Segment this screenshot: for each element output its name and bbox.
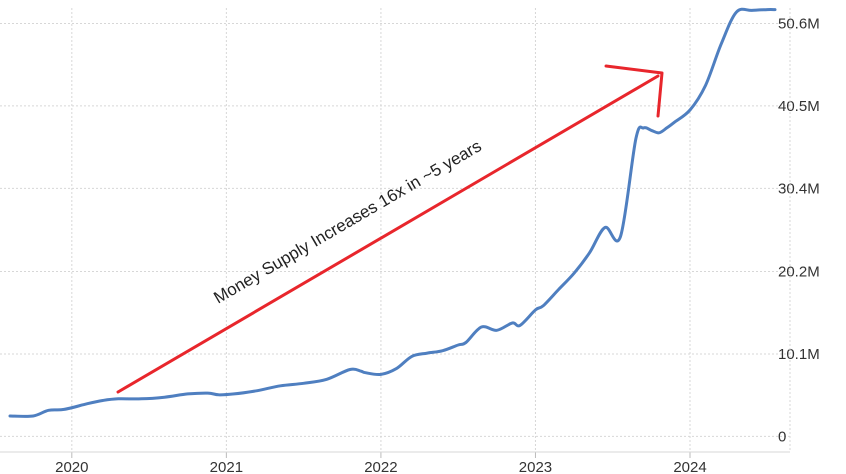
annotation-arrowhead [604,64,664,118]
series [8,7,777,418]
y-tick-label: 30.4M [778,180,820,197]
series-line-0 [8,7,777,418]
annotation: Money Supply Increases 16x in ~5 years [116,64,664,394]
grid [0,8,790,452]
y-tick-label: 10.1M [778,346,820,363]
y-tick-label: 0 [778,428,786,445]
y-tick-label: 40.5M [778,98,820,115]
x-tick-label: 2021 [210,459,243,474]
axes: 2020 2021 2022 2023 2024 0 10.1M 20.2M 30.4M 40.5… [0,8,820,474]
y-tick-label: 50.6M [778,16,820,33]
x-tick-label: 2022 [364,459,397,474]
x-tick-label: 2023 [519,459,552,474]
annotation-text: Money Supply Increases 16x in ~5 years [210,136,484,307]
y-tick-label: 20.2M [778,264,820,281]
annotation-arrow-line [116,74,660,394]
x-tick-label: 2020 [55,459,88,474]
x-tick-label: 2024 [673,459,706,474]
